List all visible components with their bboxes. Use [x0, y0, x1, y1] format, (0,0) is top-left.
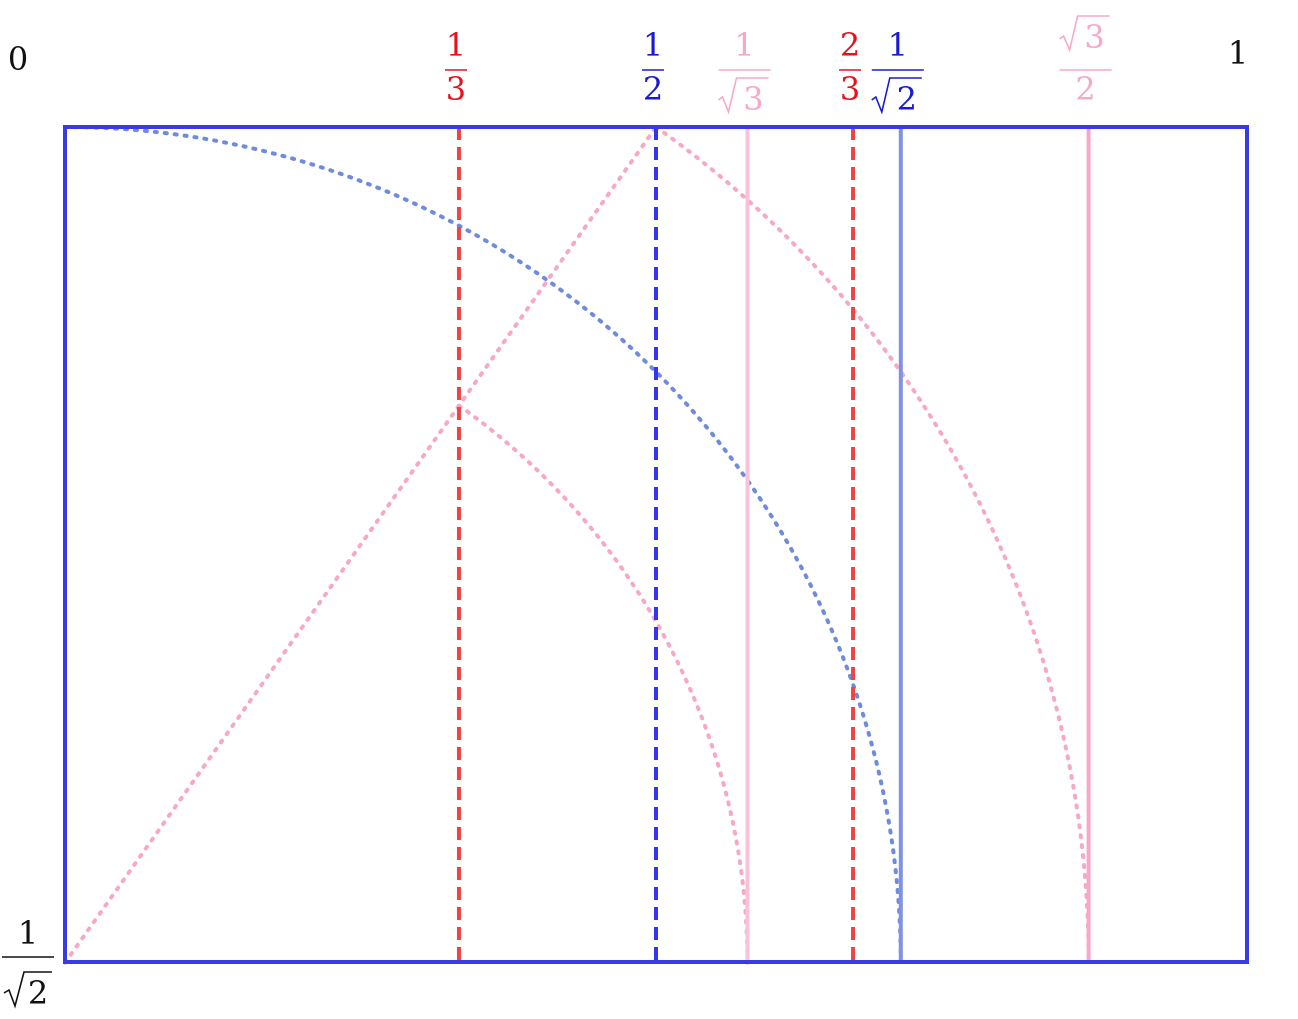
label-one-over-root-three: 13	[718, 26, 771, 118]
label-denominator: 2	[1075, 70, 1095, 108]
corner-label-one-over-root-two: 1 2	[2, 914, 54, 1012]
label-root-sign	[1059, 15, 1110, 53]
corner-label-radicand: 2	[28, 974, 48, 1012]
label-numerator: 2	[840, 26, 860, 64]
corner-label-numerator: 1	[18, 914, 38, 952]
label-root-sign	[871, 77, 922, 115]
label-denominator: 3	[446, 70, 466, 108]
label-root-three-over-two: 32	[1059, 15, 1112, 108]
pink-outer-arc	[654, 125, 1091, 965]
label-denominator: 3	[840, 70, 860, 108]
label-one-half: 12	[642, 26, 664, 108]
corner-label-zero: 0	[8, 40, 28, 78]
label-one-third: 13	[444, 26, 467, 108]
label-numerator: 1	[446, 26, 466, 64]
vertical-fraction-lines	[456, 127, 1091, 962]
label-two-thirds: 23	[839, 26, 862, 108]
label-numerator: 1	[734, 26, 754, 64]
rectangle-frame	[63, 125, 1249, 964]
blue-arc	[63, 125, 903, 965]
corner-label-one: 1	[1228, 34, 1248, 72]
rectangle-border	[63, 125, 1249, 964]
label-denominator: 2	[643, 70, 663, 108]
pink-inner-arc	[457, 403, 750, 965]
construction-curves	[63, 125, 1091, 965]
label-numerator: 1	[643, 26, 663, 64]
corner-label-root-sign	[3, 971, 52, 1009]
label-numerator: 3	[1084, 18, 1104, 56]
label-root-sign	[718, 77, 769, 115]
label-numerator: 1	[888, 26, 908, 64]
label-one-over-root-two: 12	[871, 26, 924, 118]
pink-diagonal-line	[63, 125, 658, 965]
label-denominator: 2	[897, 80, 917, 118]
corner-labels: 0 1 1 2	[2, 34, 1248, 1012]
label-denominator: 3	[743, 80, 763, 118]
